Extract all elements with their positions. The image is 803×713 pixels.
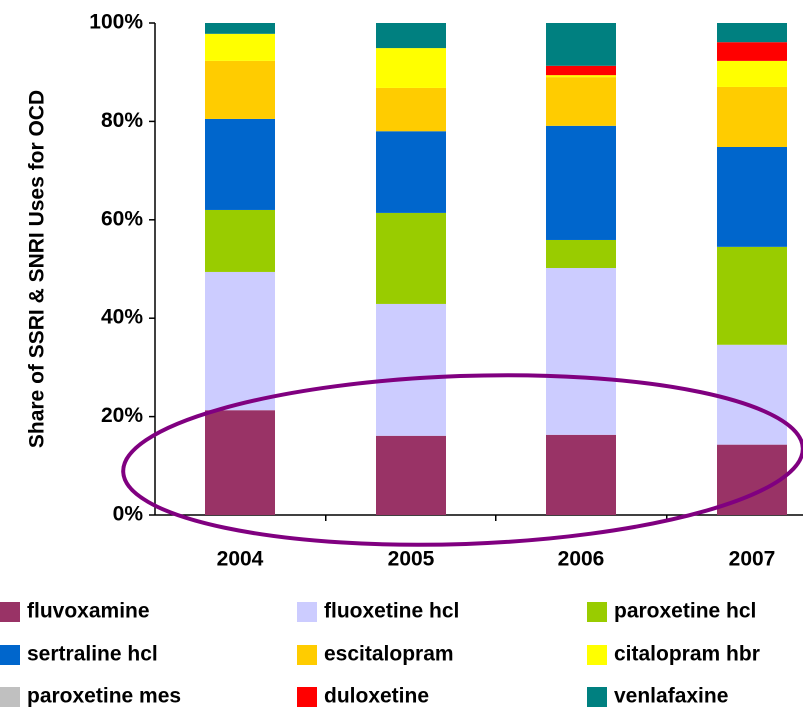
bar-segment xyxy=(717,146,787,247)
x-tick-label: 2006 xyxy=(558,548,605,571)
bar-segment xyxy=(546,125,616,240)
bar-segment xyxy=(546,65,616,76)
y-tick-label: 80% xyxy=(101,109,143,132)
legend-label: venlafaxine xyxy=(614,685,728,708)
bar-segment xyxy=(717,60,787,87)
legend-label: citalopram hbr xyxy=(614,643,760,666)
legend-label: escitalopram xyxy=(324,643,454,666)
legend-swatch xyxy=(587,687,607,707)
y-axis-label: Share of SSRI & SNRI Uses for OCD xyxy=(26,90,49,448)
bar-segment xyxy=(205,23,275,34)
bar-segment xyxy=(546,239,616,269)
bar-segment xyxy=(376,435,446,515)
y-tick-label: 20% xyxy=(101,404,143,427)
legend-label: fluoxetine hcl xyxy=(324,600,459,623)
x-tick-label: 2007 xyxy=(729,548,776,571)
legend-label: paroxetine hcl xyxy=(614,600,756,623)
legend-swatch xyxy=(297,645,317,665)
bar-segment xyxy=(717,344,787,445)
bar-segment xyxy=(205,60,275,119)
bar-segment xyxy=(376,23,446,49)
bar-segment xyxy=(717,86,787,147)
bar-segment xyxy=(205,118,275,210)
bar-segment xyxy=(376,87,446,132)
y-tick-label: 0% xyxy=(113,503,144,526)
bar-segment xyxy=(205,271,275,411)
bar-segment xyxy=(717,23,787,43)
legend-swatch xyxy=(297,602,317,622)
x-tick-label: 2004 xyxy=(217,548,264,571)
bar-segment xyxy=(717,246,787,345)
bar-segment xyxy=(546,77,616,126)
bar-segment xyxy=(205,209,275,272)
legend-label: paroxetine mes xyxy=(27,685,181,708)
legend-swatch xyxy=(587,602,607,622)
bar-segment xyxy=(376,303,446,436)
bar-segment xyxy=(546,75,616,78)
legend-swatch xyxy=(297,687,317,707)
bar-segment xyxy=(546,434,616,515)
y-tick-label: 40% xyxy=(101,306,143,329)
legend-swatch xyxy=(0,687,20,707)
legend-label: sertraline hcl xyxy=(27,643,158,666)
legend-label: duloxetine xyxy=(324,685,429,708)
bar-segment xyxy=(717,42,787,61)
bar-segment xyxy=(546,23,616,66)
bar-segment xyxy=(546,268,616,435)
x-tick-label: 2005 xyxy=(388,548,435,571)
legend-label: fluvoxamine xyxy=(27,600,150,623)
bar-segment xyxy=(205,33,275,61)
legend-swatch xyxy=(0,645,20,665)
bar-segment xyxy=(376,131,446,213)
legend-swatch xyxy=(587,645,607,665)
y-tick-label: 100% xyxy=(89,11,143,34)
legend-swatch xyxy=(0,602,20,622)
bar-segment xyxy=(205,410,275,515)
y-tick-label: 60% xyxy=(101,207,143,230)
bar-segment xyxy=(376,212,446,304)
bar-segment xyxy=(376,48,446,88)
